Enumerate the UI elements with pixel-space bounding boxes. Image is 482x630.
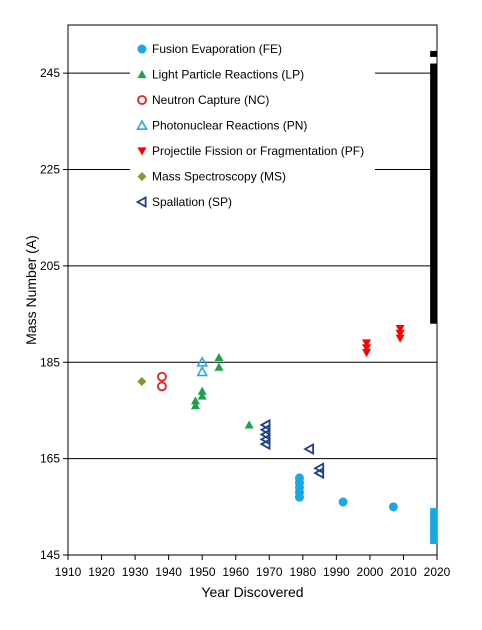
point-series4-5 — [395, 324, 405, 334]
extra-square-point-2 — [430, 527, 438, 535]
x-tick-label-1960: 1960 — [222, 565, 249, 579]
legend-marker-4 — [137, 147, 147, 156]
x-tick-label-1930: 1930 — [122, 565, 149, 579]
legend-marker-0 — [137, 44, 147, 54]
x-tick-label-2020: 2020 — [424, 565, 451, 579]
legend-marker-2 — [137, 95, 147, 105]
extra-square-point-4 — [430, 517, 438, 525]
point-series0-6 — [388, 502, 398, 512]
extra-square-point-3 — [430, 522, 438, 530]
x-tick-label-1980: 1980 — [289, 565, 316, 579]
y-tick-label-225: 225 — [40, 163, 60, 177]
point-series2-0 — [157, 381, 167, 392]
point-series6-4 — [259, 418, 271, 431]
point-series4-2 — [362, 339, 372, 348]
point-series3-0 — [196, 365, 208, 377]
x-axis-title: Year Discovered — [201, 584, 303, 600]
legend-label-0: Fusion Evaporation (FE) — [152, 42, 282, 56]
point-series4-4 — [395, 329, 405, 338]
legend-label-2: Neutron Capture (NC) — [152, 93, 269, 107]
legend-background — [130, 35, 375, 226]
mark-layer — [137, 50, 438, 545]
y-tick-label-185: 185 — [40, 355, 60, 369]
point-series0-5 — [338, 497, 348, 507]
x-tick-label-1950: 1950 — [189, 565, 216, 579]
range-bar — [430, 63, 438, 324]
legend-label-4: Projectile Fission or Fragmentation (PF) — [152, 144, 364, 158]
legend-label-5: Mass Spectroscopy (MS) — [152, 170, 286, 184]
point-series4-1 — [362, 344, 372, 353]
y-tick-label-145: 145 — [40, 548, 60, 562]
point-series6-5 — [303, 442, 315, 456]
point-series1-2 — [197, 391, 207, 400]
point-series1-5 — [214, 352, 224, 362]
point-series1-0 — [190, 401, 200, 410]
x-tick-label-1940: 1940 — [155, 565, 182, 579]
extra-square-point-0 — [430, 537, 438, 545]
legend-label-3: Photonuclear Reactions (PN) — [152, 119, 307, 133]
legend-label-6: Spallation (SP) — [152, 195, 232, 209]
x-tick-label-2000: 2000 — [357, 565, 384, 579]
y-axis-title: Mass Number (A) — [23, 235, 39, 345]
point-series2-1 — [157, 371, 167, 382]
point-series4-0 — [362, 349, 372, 358]
point-series3-1 — [196, 356, 208, 367]
range-top-mark — [430, 50, 438, 57]
point-series1-4 — [214, 362, 224, 371]
y-tick-label-205: 205 — [40, 259, 60, 273]
extra-square-point-1 — [430, 532, 438, 540]
x-tick-label-1990: 1990 — [323, 565, 350, 579]
legend: Fusion Evaporation (FE) Light Particle Re… — [130, 35, 375, 226]
legend-marker-6 — [135, 195, 147, 209]
point-series1-3 — [197, 386, 207, 395]
point-series6-7 — [313, 462, 325, 475]
legend-label-1: Light Particle Reactions (LP) — [152, 68, 304, 82]
extra-square-point-6 — [430, 508, 438, 516]
x-tick-label-1970: 1970 — [256, 565, 283, 579]
point-series4-3 — [395, 334, 405, 343]
tick-layer: 1910 1920 1930 1940 1950 1960 1970 1980 1990 2000… — [40, 66, 451, 579]
legend-marker-5 — [137, 172, 147, 181]
point-series5-0 — [137, 377, 147, 387]
x-tick-label-2010: 2010 — [390, 565, 417, 579]
legend-marker-3 — [136, 119, 148, 130]
x-tick-label-1910: 1910 — [55, 565, 82, 579]
point-series0-4 — [294, 473, 304, 483]
x-tick-label-1920: 1920 — [88, 565, 115, 579]
extra-square-point-5 — [430, 512, 438, 520]
point-series1-6 — [244, 420, 254, 429]
y-tick-label-245: 245 — [40, 66, 60, 80]
y-tick-label-165: 165 — [40, 452, 60, 466]
legend-marker-1 — [137, 70, 147, 79]
point-series1-1 — [190, 396, 200, 405]
